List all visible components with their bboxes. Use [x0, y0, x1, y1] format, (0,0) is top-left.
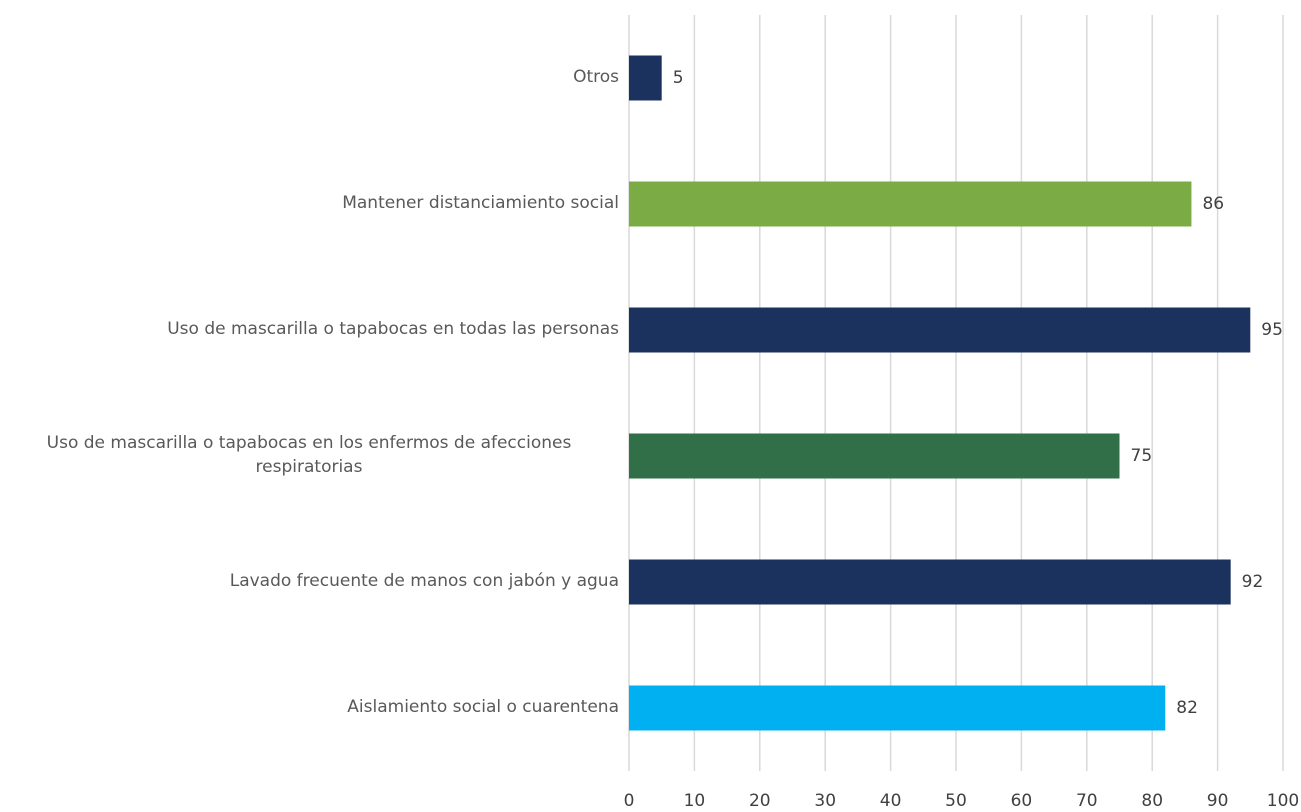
category-text: Uso de mascarilla o tapabocas en todas l…	[167, 319, 619, 340]
x-tick-label: 10	[684, 791, 706, 811]
value-label: 95	[1261, 320, 1283, 340]
x-tick-label: 50	[945, 791, 967, 811]
category-label: Aislamiento social o cuarentena	[0, 696, 619, 720]
bar	[629, 559, 1231, 605]
bar	[629, 55, 662, 101]
category-label: Uso de mascarilla o tapabocas en los enf…	[0, 432, 619, 480]
x-tick-label: 80	[1141, 791, 1163, 811]
category-text: Aislamiento social o cuarentena	[347, 697, 619, 718]
category-label: Uso de mascarilla o tapabocas en todas l…	[0, 318, 619, 342]
x-tick-label: 0	[624, 791, 635, 811]
x-tick-label: 60	[1011, 791, 1033, 811]
category-text: Otros	[573, 67, 619, 88]
x-tick-label: 70	[1076, 791, 1098, 811]
category-text: Uso de mascarilla o tapabocas en los enf…	[46, 433, 572, 477]
x-tick-label: 40	[880, 791, 902, 811]
x-tick-label: 90	[1207, 791, 1229, 811]
value-label: 5	[673, 68, 684, 88]
category-text: Mantener distanciamiento social	[342, 193, 619, 214]
x-tick-label: 100	[1267, 791, 1299, 811]
bar	[629, 685, 1166, 731]
category-label: Mantener distanciamiento social	[0, 192, 619, 216]
value-label: 82	[1176, 698, 1198, 718]
category-label: Otros	[0, 66, 619, 90]
value-label: 86	[1202, 194, 1224, 214]
category-text: Lavado frecuente de manos con jabón y ag…	[229, 571, 619, 592]
bar	[629, 181, 1192, 227]
value-label: 92	[1242, 572, 1264, 592]
x-tick-label: 20	[749, 791, 771, 811]
bar	[629, 433, 1120, 479]
x-tick-label: 30	[814, 791, 836, 811]
value-label: 75	[1131, 446, 1153, 466]
category-label: Lavado frecuente de manos con jabón y ag…	[0, 570, 619, 594]
bar	[629, 307, 1251, 353]
